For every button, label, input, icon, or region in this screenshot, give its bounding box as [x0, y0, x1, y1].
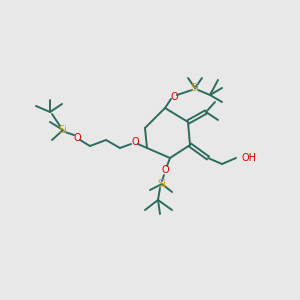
Text: OH: OH	[242, 153, 257, 163]
Text: Si: Si	[190, 83, 200, 93]
Text: O: O	[161, 165, 169, 175]
Text: Si: Si	[58, 125, 68, 135]
Text: Si: Si	[158, 179, 166, 189]
Text: O: O	[73, 133, 81, 143]
Text: O: O	[131, 137, 139, 147]
Text: O: O	[170, 92, 178, 102]
